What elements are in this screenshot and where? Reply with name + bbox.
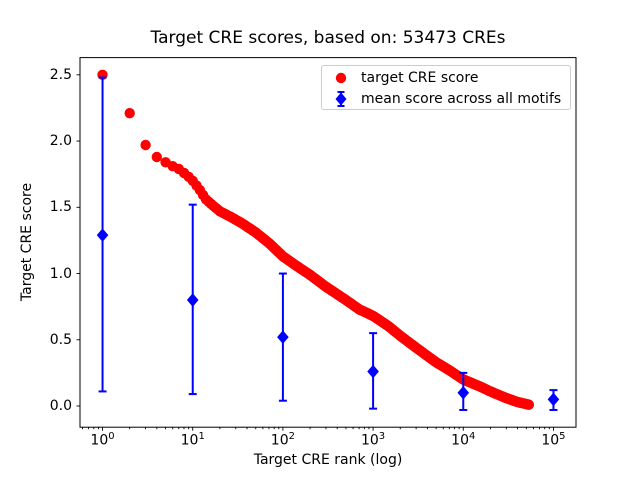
y-tick-label: 0.5 xyxy=(49,331,72,348)
y-tick-label: 0.0 xyxy=(49,398,72,414)
legend-label: mean score across all motifs xyxy=(361,90,562,107)
blue-diamond-errorbar-marker-icon xyxy=(335,90,347,107)
x-tick-label: 100 xyxy=(90,431,115,449)
red-circle-marker-icon xyxy=(335,72,347,83)
x-tick-label: 102 xyxy=(270,431,296,449)
legend-entry-mean-score: mean score across all motifs xyxy=(329,88,570,109)
x-tick-label: 103 xyxy=(360,431,386,449)
legend-label: target CRE score xyxy=(361,69,479,86)
x-axis-label: Target CRE rank (log) xyxy=(253,452,403,468)
chart-title: Target CRE scores, based on: 53473 CREs xyxy=(150,28,506,48)
y-tick-label: 2.0 xyxy=(49,133,72,150)
legend-box: target CRE score mean score across all m… xyxy=(321,65,571,110)
x-tick-label: 101 xyxy=(180,431,205,449)
red-series-group xyxy=(97,69,535,410)
y-tick-label: 1.0 xyxy=(49,265,72,282)
y-tick-label: 2.5 xyxy=(49,66,72,83)
x-tick-label: 105 xyxy=(541,431,566,449)
legend-entry-target-score: target CRE score xyxy=(329,67,570,88)
plot-frame xyxy=(79,57,577,428)
axis-ticks xyxy=(76,74,554,431)
y-tick-label: 1.5 xyxy=(49,199,72,216)
x-tick-label: 104 xyxy=(451,431,476,449)
blue-series-group xyxy=(96,76,560,411)
y-axis-label: Target CRE score xyxy=(19,182,35,302)
